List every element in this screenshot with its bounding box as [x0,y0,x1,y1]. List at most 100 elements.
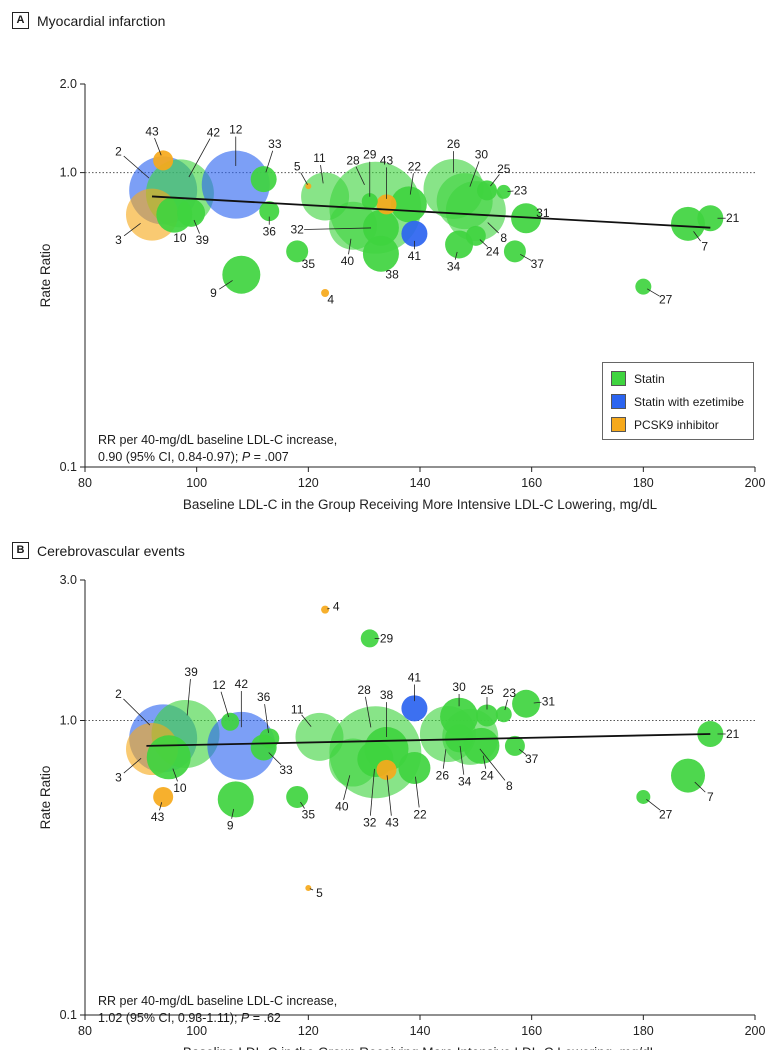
panel-b-bubble-study-21 [697,720,724,747]
panel-a-label-study-43: 43 [145,124,159,138]
panel-a-bubble-study-5 [305,183,312,190]
panel-a-label-study-12: 12 [229,123,243,137]
panel-a-bubble-study-39 [177,198,206,227]
panel-b-label-study-24: 24 [480,769,494,783]
panel-a-label-study-8: 8 [500,231,507,245]
panel-a-leader-study-32 [304,227,372,230]
panel-b-label-study-5: 5 [316,886,323,900]
panel-b-bubble-study-9 [217,781,254,818]
panel-a-label-study-31: 31 [536,206,550,220]
panel-b-label-study-11: 11 [291,702,304,716]
panel-b-leader-study-10 [172,768,178,782]
panel-a-label-study-36: 36 [263,225,277,239]
panel-b-regression-line [146,733,711,747]
panel-b-annotation: RR per 40-mg/dL baseline LDL-C increase,… [98,993,337,1027]
panel-a-bubble-study-23 [496,184,511,199]
panel-b-bubble-study-23 [495,706,512,723]
panel-a-y-axis-label: Rate Ratio [38,244,53,308]
panel-a-x-tick-label: 160 [521,476,542,490]
panel-a-x-tick-label: 100 [186,476,207,490]
panel-a-annotation: RR per 40-mg/dL baseline LDL-C increase,… [98,432,337,466]
legend-label-pcsk9: PCSK9 inhibitor [634,417,719,432]
panel-b-y-tick-label: 0.1 [60,1008,77,1022]
panel-a-leader-study-37 [520,253,532,261]
panel-b-bubble-study-41 [401,695,428,722]
panel-a-x-tick-label: 140 [410,476,431,490]
panel-a-bubble-study-21 [697,205,724,232]
panel-b-label-study-37: 37 [525,752,539,766]
panel-b-leader-study-33 [268,752,282,766]
panel-a-bubble-study-41 [401,220,428,247]
panel-b-x-axis-label: Baseline LDL-C in the Group Receiving Mo… [183,1045,658,1050]
panel-b-label-study-31: 31 [542,695,556,709]
panel-a-y-tick-label: 2.0 [60,77,77,91]
panel-b-label-study-25: 25 [480,683,494,697]
panel-b-label-study-33: 33 [279,763,293,777]
panel-b-x-tick-label: 80 [78,1024,92,1038]
panel-a-annotation-line1: RR per 40-mg/dL baseline LDL-C increase, [98,433,338,447]
panel-a-regression-line [151,195,711,229]
panel-b-bubble-study-29 [360,629,379,648]
panel-b-bubble-study-37 [504,735,525,756]
panel-b-annotation-p-value: = .62 [249,1011,281,1025]
panel-b-leader-study-9 [231,808,235,819]
panel-b-x-tick-label: 200 [745,1024,766,1038]
panel-b-bubble-study-5 [305,884,312,891]
panel-b-bubble-study-25 [476,704,498,727]
panel-a-bubble-study-43 [153,150,174,171]
panel-a-bubble-study-40 [329,201,377,250]
panel-a-bubble-study-35 [286,240,309,263]
panel-a-label-study-10: 10 [173,231,187,245]
panel-b-label-study-32: 32 [363,816,377,830]
panel-a-x-tick-label: 80 [78,476,92,490]
panel-a-label-study-33: 33 [268,137,282,151]
panel-a-leader-study-43 [154,137,162,156]
panel-b-label-study-29: 29 [380,631,394,645]
panel-b-leader-study-24 [482,755,487,769]
myocardial-infarction-chart: 80 100 120 140 160 180 200 0.1 1.0 2.0 Baseline LD… [38,77,765,512]
panel-b-y-tick-label: 1.0 [60,714,77,728]
panel-b-leader-study-11 [301,714,312,727]
panel-b-label-study-12: 12 [212,678,226,692]
panel-b-x-tick-label: 120 [298,1024,319,1038]
panel-b-leader-study-22 [415,776,420,808]
panel-b-label-study-30: 30 [452,680,466,694]
panel-a-label-study-27: 27 [659,293,673,307]
panel-b-label-study-43: 43 [151,810,165,824]
panel-a-bubble-study-37 [503,240,526,263]
panel-a-bubble-study-9 [222,255,261,294]
panel-b-label-study-4: 4 [333,599,340,613]
panel-a-label-study-22: 22 [408,159,422,173]
panel-b-bubble-study-27 [636,789,651,804]
panel-a-bubble-study-36 [259,201,280,222]
panel-a-title: Myocardial infarction [37,12,166,29]
panel-b-leader-study-7 [694,781,706,793]
panel-a-label-study-28: 28 [346,153,360,167]
panel-b-label-study-36: 36 [257,690,271,704]
panel-b-label-study-41: 41 [408,670,422,684]
panel-a-bubble-study-4 [321,289,330,298]
panel-a-bubble-study-38 [362,235,399,272]
panel-a-leader-study-34 [454,251,458,260]
panel-b-x-tick-label: 100 [186,1024,207,1038]
panel-b-bubble-study-34 [445,724,474,753]
panel-b-label-study-38: 38 [380,688,394,702]
panel-a-leader-study-2 [123,155,150,179]
panel-b-leader-study-36 [264,704,269,733]
panel-a-letter: A [12,12,29,29]
panel-a-label-study-4: 4 [327,293,334,307]
panel-b-leader-study-23 [504,699,508,711]
panel-b-bubble-study-42 [207,711,276,780]
panel-b-header: B Cerebrovascular events [12,542,185,559]
panel-a-label-study-41: 41 [408,249,422,263]
panel-b-leader-study-39 [186,679,191,716]
panel-b-leader-study-40 [343,775,351,800]
panel-a-leader-study-25 [490,174,500,187]
panel-a-leader-study-30 [469,161,480,187]
panel-a-label-study-2: 2 [115,144,122,158]
panel-a-leader-study-27 [646,288,660,297]
panel-b-leader-study-4 [327,607,330,610]
panel-a-label-study-30: 30 [475,148,489,162]
panel-a-bubble-study-7 [671,206,705,241]
panel-b-label-study-35: 35 [302,807,316,821]
